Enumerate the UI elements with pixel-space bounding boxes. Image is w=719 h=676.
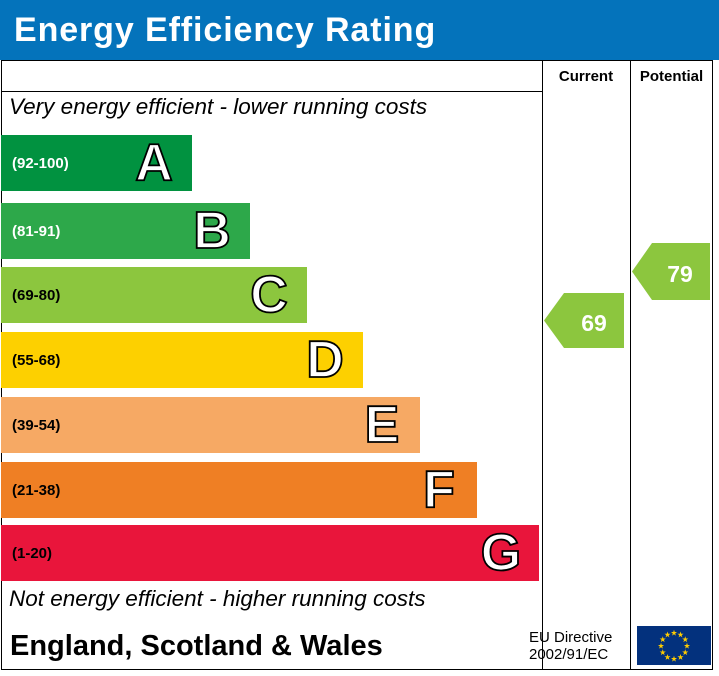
svg-text:A: A [135,134,173,192]
svg-text:E: E [365,396,400,454]
svg-text:C: C [250,266,288,324]
svg-text:F: F [423,461,455,519]
svg-text:G: G [481,524,521,582]
svg-text:79: 79 [667,261,693,287]
svg-text:D: D [306,331,344,389]
svg-text:69: 69 [581,310,607,336]
svg-text:B: B [193,202,231,260]
